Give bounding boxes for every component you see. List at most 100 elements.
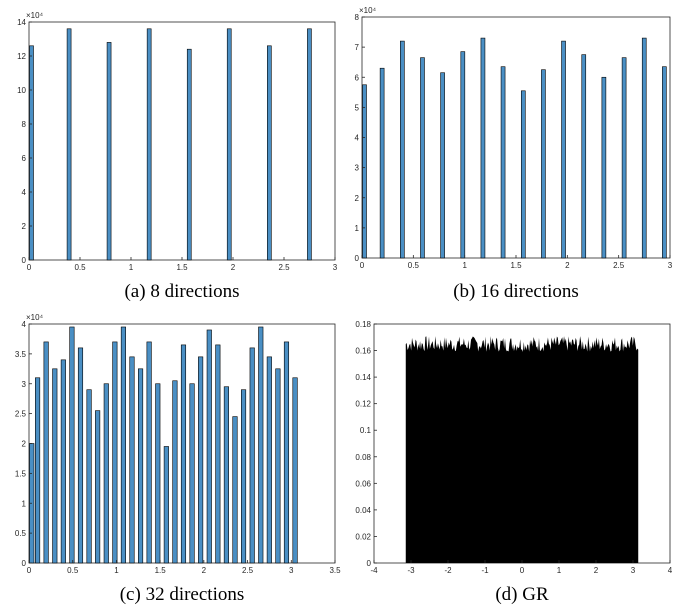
x-tick-label: 0 [520,566,525,575]
panel-b: 0 0.5 1 1.5 2 2.5 3 0 1 2 3 4 5 6 7 8×10⁴ (b) 16 directi… [355,6,673,302]
bar [112,341,118,564]
y-tick-label: 2 [22,222,27,231]
y-tick-label: 2.5 [15,410,27,419]
x-tick-label: 3 [631,566,636,575]
x-tick-label: 0 [360,261,365,270]
y-tick-label: 1 [22,499,27,508]
y-tick-label: 0.14 [355,373,371,382]
bar [163,446,169,564]
y-tick-label: 6 [22,154,27,163]
bar [69,326,75,564]
x-tick-label: 4 [668,566,673,575]
bar [249,347,255,564]
bar [129,356,135,564]
y-tick-label: 0.1 [360,426,372,435]
y-tick-label: 0.18 [355,320,371,329]
bar [275,368,281,564]
axes-box [361,16,671,259]
bar [420,57,425,259]
x-tick-label: 1 [129,263,134,272]
x-tick-label: 3 [289,566,294,575]
bar [43,341,49,564]
x-tick-label: -2 [444,566,452,575]
axis-multiplier: ×10⁴ [359,6,377,15]
bar [561,40,566,259]
panel-caption: (b) 16 directions [453,281,579,302]
bar [223,386,229,564]
x-tick-label: 1 [557,566,562,575]
x-tick-label: -4 [370,566,378,575]
bar [60,359,66,564]
x-tick-label: 2.5 [613,261,625,270]
bar [146,341,152,564]
y-tick-label: 8 [22,120,27,129]
bar [226,28,232,261]
x-tick-label: 2 [594,566,599,575]
x-tick-label: 1 [462,261,467,270]
x-tick-label: 1.5 [176,263,188,272]
bar [581,54,587,259]
bar [500,66,506,259]
x-tick-label: 0 [27,566,32,575]
x-tick-label: 2 [231,263,236,272]
x-tick-label: 1.5 [510,261,522,270]
y-tick-label: 0.16 [355,347,371,356]
y-tick-label: 0.02 [355,532,371,541]
x-tick-label: 0.5 [408,261,420,270]
bar [155,383,161,564]
bar [400,40,405,259]
x-tick-label: 2.5 [278,263,290,272]
bar [662,66,667,259]
bar [283,341,290,564]
y-tick-label: 0 [367,559,372,568]
y-tick-label: 0.5 [15,529,27,538]
bar [86,389,92,564]
bar [29,45,34,261]
y-tick-label: 0 [355,254,360,263]
bar [180,344,187,564]
histogram-bars [405,336,639,563]
bar [66,28,72,261]
y-tick-label: 0 [22,256,27,265]
x-tick-label: 2.5 [242,566,254,575]
x-tick-label: 1.5 [155,566,167,575]
bar [172,380,178,564]
bar [198,356,204,564]
y-tick-label: 1 [355,224,360,233]
bar [186,48,192,261]
bar [120,326,126,564]
axes-box [28,21,336,261]
bar [480,37,486,259]
y-tick-label: 0 [22,559,27,568]
y-tick-label: 14 [17,18,26,27]
bar [103,383,109,564]
bar [189,383,195,564]
axis-multiplier: ×10⁴ [26,11,44,20]
bar [541,69,546,259]
panel-d: -4 -3 -2 -1 0 1 2 3 4 0 0.02 0.04 0.06 0.08 0.1 0.12 0.1… [355,320,672,605]
y-tick-label: 0.04 [355,506,371,515]
y-tick-label: 1.5 [15,469,27,478]
bar [240,389,247,564]
bar [641,37,647,259]
y-tick-label: 3 [22,380,27,389]
panel-a: 0 0.5 1 1.5 2 2.5 3 0 2 4 6 8 10 12 14×10⁴ (a) 8 direct… [17,11,338,302]
axis-multiplier: ×10⁴ [26,313,44,322]
bar [258,326,264,564]
bar [307,28,312,261]
y-tick-label: 2 [355,194,360,203]
x-tick-label: 0 [27,263,32,272]
x-tick-label: 3 [333,263,338,272]
y-tick-label: 0.12 [355,400,371,409]
x-tick-label: 2 [565,261,570,270]
bar [520,90,526,259]
y-tick-label: 12 [17,52,26,61]
y-tick-label: 4 [355,134,360,143]
y-tick-label: 4 [22,320,27,329]
bar [460,51,466,259]
x-tick-label: 0.5 [74,263,86,272]
y-tick-label: 3.5 [15,350,27,359]
bar [292,377,298,564]
bar [35,377,41,564]
